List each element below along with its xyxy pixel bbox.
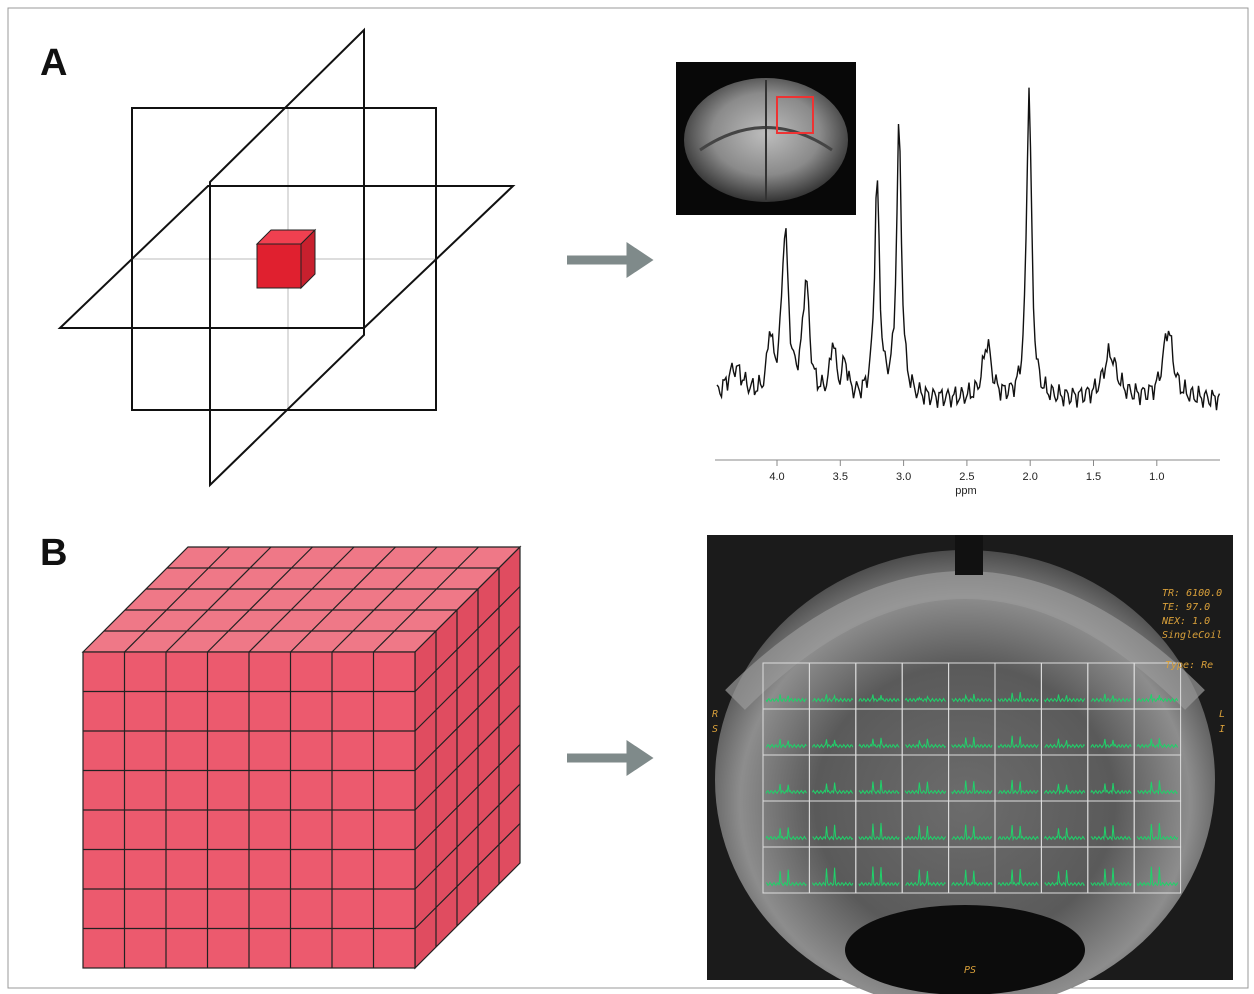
orientation: S [712, 724, 718, 735]
panel-label: A [40, 42, 67, 84]
panel-label: B [40, 532, 67, 574]
voxel [257, 230, 315, 288]
mri-inset [676, 62, 856, 215]
orientation: PS [964, 965, 976, 976]
axis-label: ppm [955, 485, 976, 497]
scan-param: NEX: 1.0 [1161, 616, 1210, 627]
tick-label: 3.5 [833, 471, 848, 483]
tick-label: 1.5 [1086, 471, 1101, 483]
scan-param: SingleCoil [1162, 630, 1222, 641]
tick-label: 1.0 [1149, 471, 1164, 483]
orientation: R [712, 709, 718, 720]
scan-param: TE: 97.0 [1162, 602, 1210, 613]
cube [83, 547, 520, 968]
tick-label: 3.0 [896, 471, 911, 483]
tick-label: 4.0 [769, 471, 784, 483]
tick-label: 2.0 [1023, 471, 1038, 483]
scan-param: TR: 6100.0 [1162, 588, 1222, 599]
orientation: I [1219, 724, 1225, 735]
mri-grid-image [707, 535, 1233, 994]
scan-param: Type: Re [1165, 660, 1213, 671]
tick-label: 2.5 [959, 471, 974, 483]
figure: A B 4.0 3.5 3.0 2.5 2.0 1.5 1.0 ppm TR: 6100.0 [0, 0, 1254, 994]
orientation: L [1219, 709, 1225, 720]
